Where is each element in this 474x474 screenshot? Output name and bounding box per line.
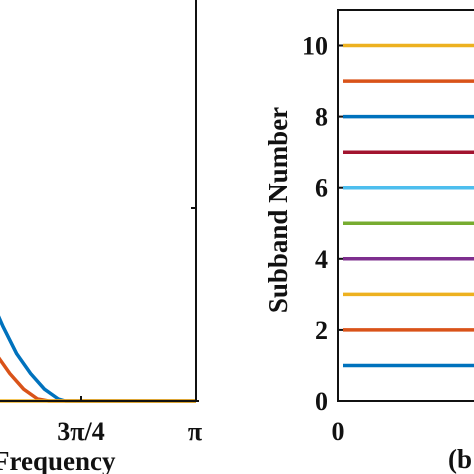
right-y-tick-label-4: 4 <box>315 245 328 274</box>
left-series-group <box>0 315 196 403</box>
right-y-tick-label-2: 2 <box>315 316 328 345</box>
right-y-axis-label: Subband Number <box>263 107 293 313</box>
right-y-tick-label-0: 0 <box>315 387 328 416</box>
right-panel-caption: (b <box>448 444 472 474</box>
left-series-line-1 <box>0 356 196 403</box>
right-y-ticks-group: 0 2 4 6 8 10 <box>302 32 343 416</box>
right-plot-area: 0 2 4 6 8 10 0 Subband Number (b <box>263 9 474 474</box>
right-y-tick-label-10: 10 <box>302 32 328 61</box>
right-series-group <box>343 43 474 368</box>
left-series-line-0 <box>0 315 196 403</box>
right-x-tick-label-0: 0 <box>332 417 345 446</box>
left-plot-area: 3π/4 π Frequency <box>0 0 202 474</box>
right-y-tick-label-8: 8 <box>315 103 328 132</box>
right-y-tick-label-6: 6 <box>315 174 328 203</box>
left-x-tick-label-3pi4: 3π/4 <box>57 417 104 446</box>
left-x-tick-label-pi: π <box>188 417 202 446</box>
left-x-axis-label: Frequency <box>0 446 116 474</box>
